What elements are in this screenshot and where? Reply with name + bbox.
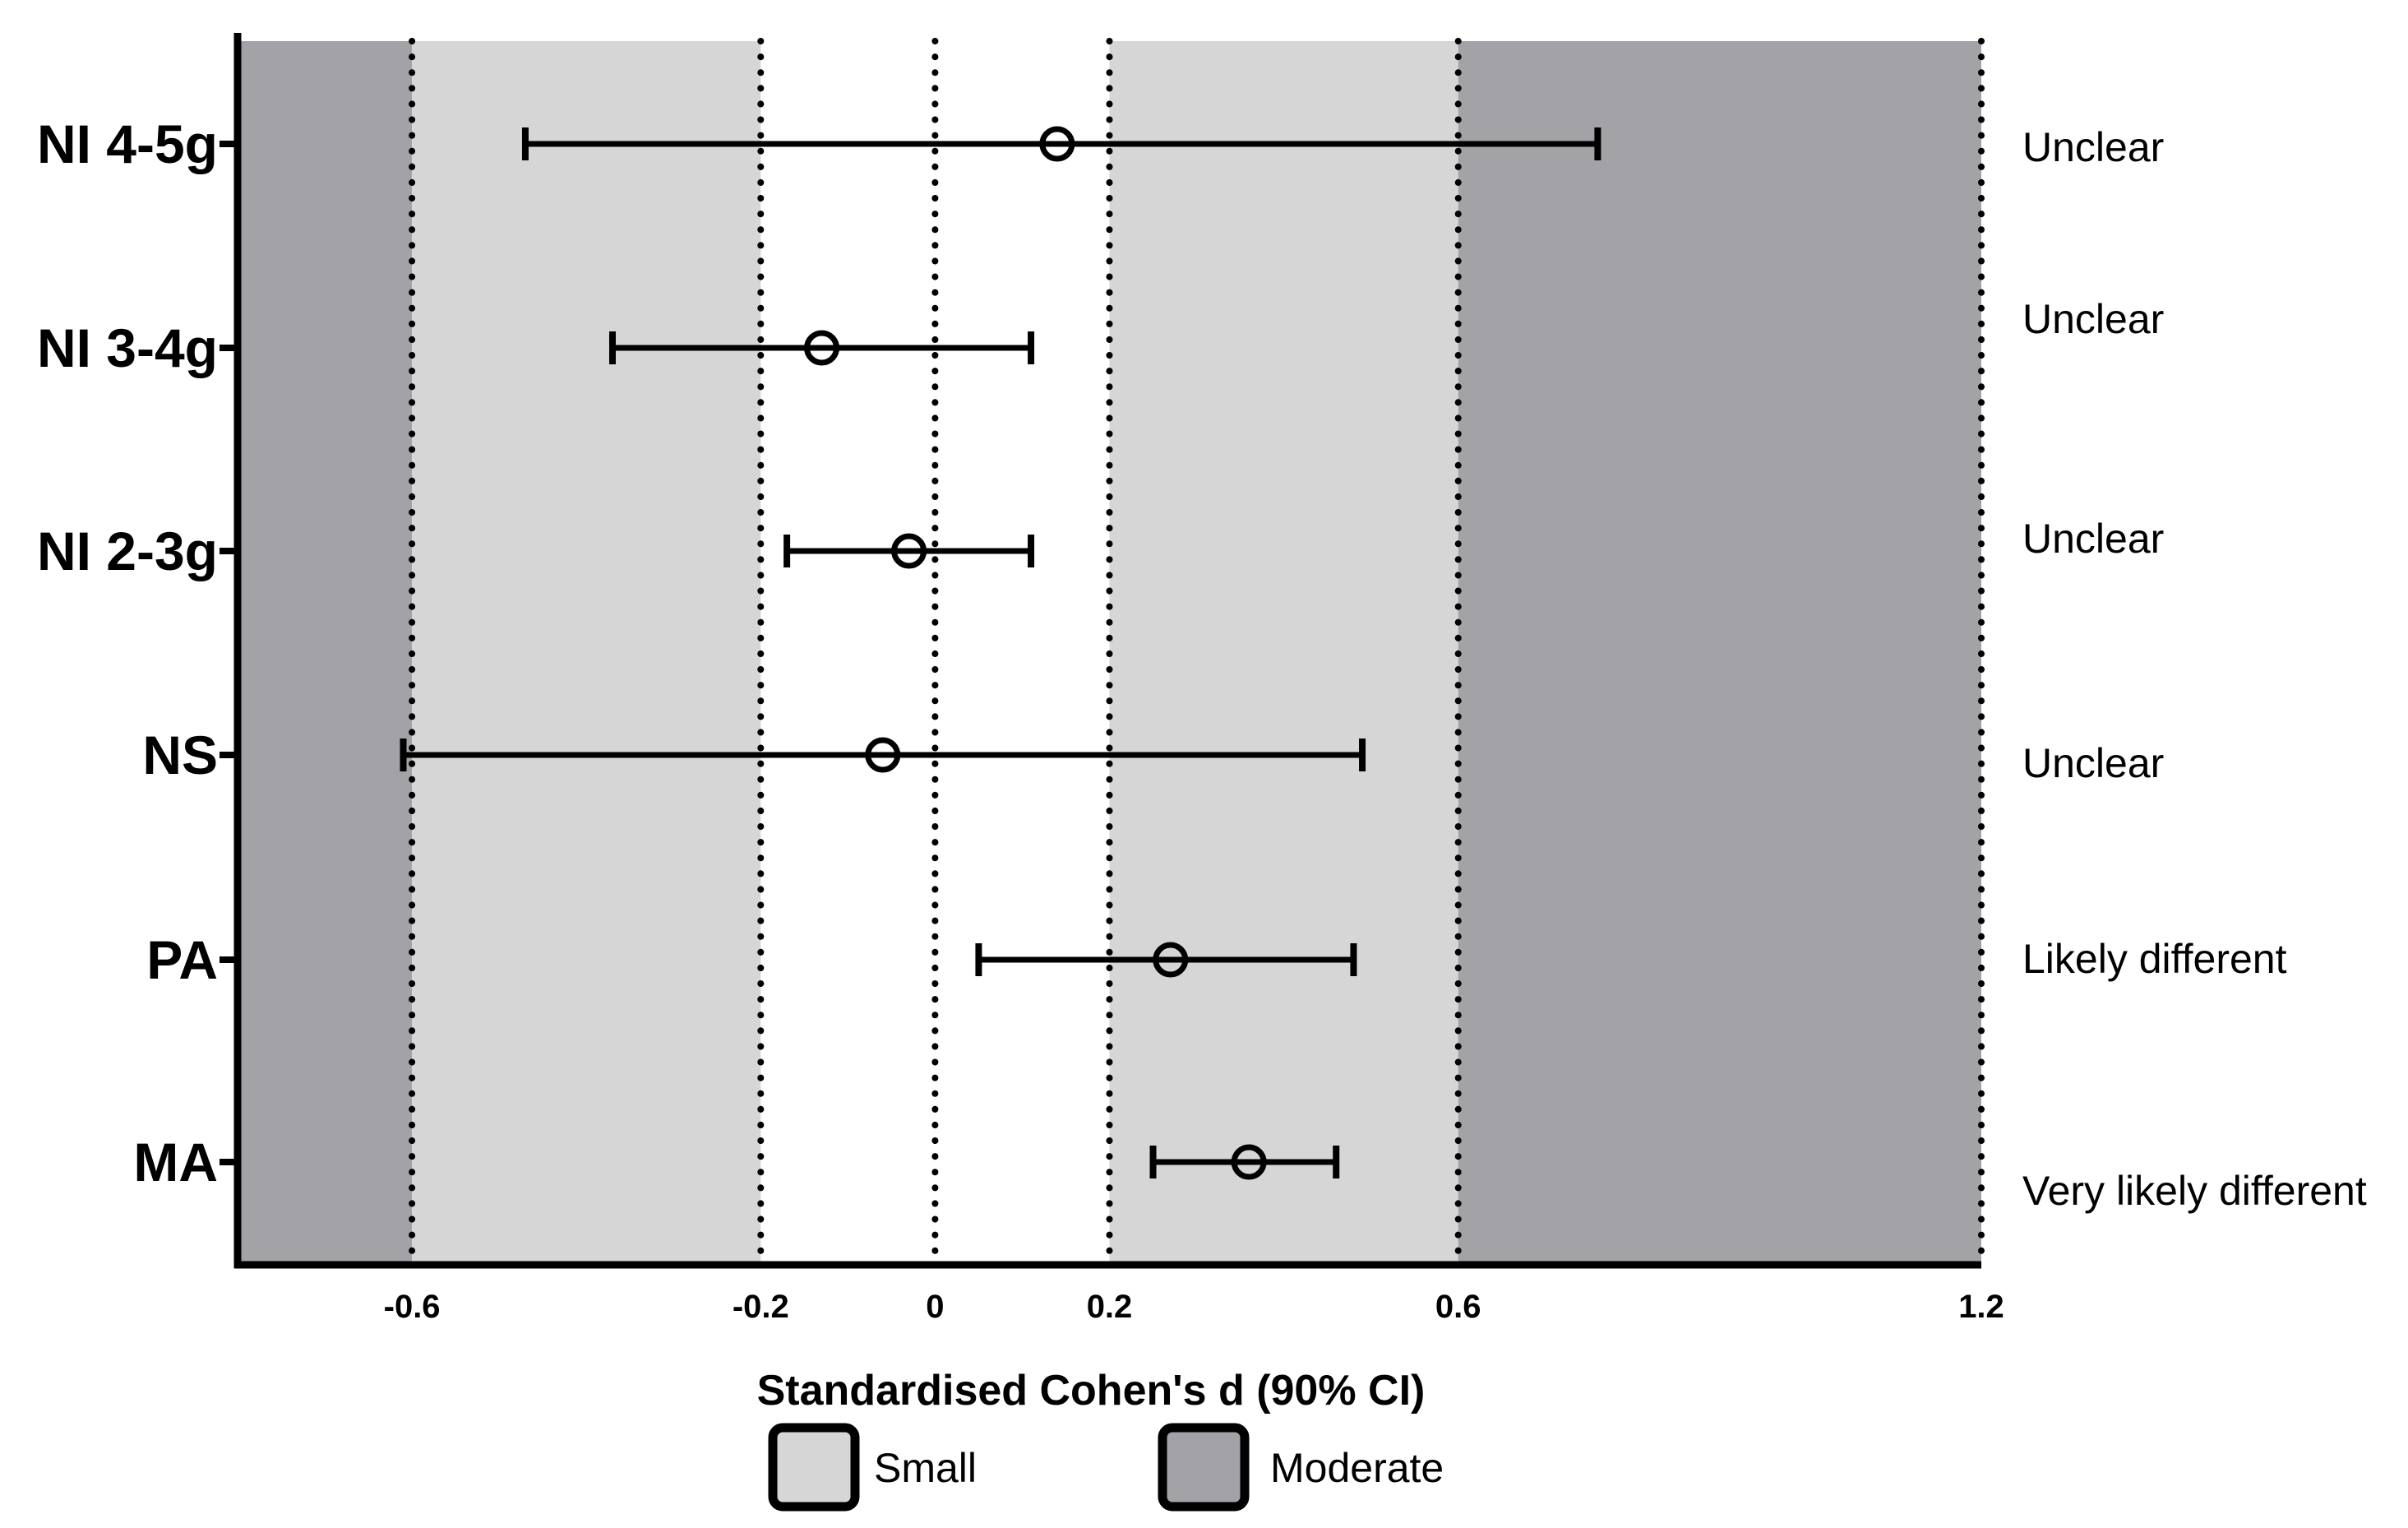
legend-label: Moderate — [1270, 1445, 1444, 1491]
point-estimate — [891, 533, 927, 569]
x-tick-label: 0 — [926, 1289, 944, 1325]
inference-label: Very likely different — [2022, 1168, 2367, 1214]
estimate-row: MA Very likely different — [133, 1132, 2366, 1214]
legend-item-small: Small — [768, 1423, 977, 1512]
legend-item-moderate: Moderate — [1158, 1423, 1444, 1512]
point-estimate — [1153, 942, 1189, 978]
row-label: NS — [142, 725, 218, 785]
point-estimate — [1231, 1144, 1267, 1180]
point-estimate — [865, 737, 901, 773]
x-axis-ticks: -0.6 -0.2 0 0.2 0.6 1.2 — [384, 1289, 2004, 1325]
x-axis-title: Standardised Cohen's d (90% CI) — [757, 1367, 1426, 1415]
point-estimate — [804, 330, 840, 366]
estimate-row: NI 2-3g Unclear — [37, 516, 2164, 581]
estimate-rows: NI 4-5g Unclear NI 3-4g Unclear NI 2-3g Uncle… — [37, 113, 2367, 1214]
estimate-row: NS Unclear — [142, 725, 2164, 786]
row-label: MA — [133, 1132, 218, 1192]
x-tick-label: 0.2 — [1087, 1289, 1133, 1325]
point-estimate — [1039, 126, 1075, 162]
reference-lines — [409, 38, 1985, 1268]
legend-swatch — [1158, 1423, 1250, 1512]
band-moderate — [1458, 41, 1981, 1265]
estimate-row: PA Likely different — [146, 929, 2286, 990]
estimate-row: NI 3-4g Unclear — [37, 296, 2164, 378]
row-label: NI 3-4g — [37, 317, 218, 378]
axes — [233, 33, 1981, 1269]
band-moderate — [238, 41, 413, 1265]
row-label: NI 2-3g — [37, 521, 218, 581]
legend-label: Small — [874, 1445, 977, 1491]
inference-label: Unclear — [2022, 516, 2164, 562]
x-tick-label: -0.6 — [384, 1289, 441, 1325]
x-tick-label: -0.2 — [733, 1289, 789, 1325]
band-small — [1109, 41, 1458, 1265]
estimate-row: NI 4-5g Unclear — [37, 113, 2164, 174]
legend: Small Moderate — [768, 1423, 1444, 1512]
legend-swatch — [768, 1423, 860, 1512]
x-tick-label: 0.6 — [1435, 1289, 1481, 1325]
inference-label: Unclear — [2022, 296, 2164, 342]
inference-label: Unclear — [2022, 124, 2164, 170]
inference-label: Likely different — [2022, 936, 2287, 982]
effect-size-bands — [238, 41, 1981, 1265]
row-label: PA — [146, 929, 218, 990]
row-label: NI 4-5g — [37, 113, 218, 174]
inference-label: Unclear — [2022, 740, 2164, 786]
x-tick-label: 1.2 — [1958, 1289, 2004, 1325]
band-small — [412, 41, 761, 1265]
